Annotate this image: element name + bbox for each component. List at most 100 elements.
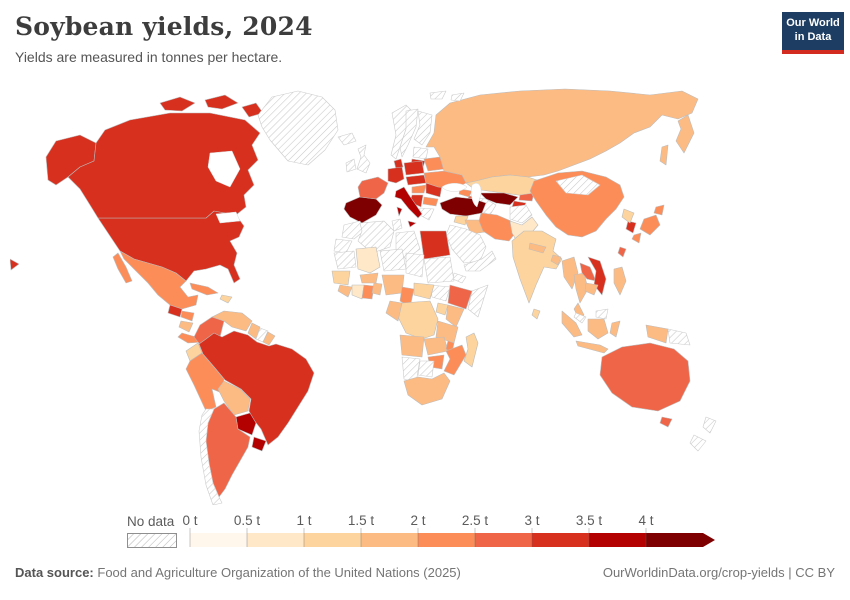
country-mexico[interactable] (119, 250, 199, 310)
country-finland[interactable] (413, 110, 433, 146)
country-canada[interactable] (204, 94, 239, 110)
country-senegal-guinea[interactable] (331, 270, 351, 286)
country-japan[interactable] (653, 204, 665, 216)
legend-bin-4t[interactable] (646, 533, 715, 547)
country-iceland[interactable] (337, 132, 357, 146)
country-hungary[interactable] (411, 184, 427, 194)
country-south-africa[interactable] (403, 372, 451, 406)
country-cote-divoire[interactable] (351, 284, 365, 300)
country-sierra-leone-liberia[interactable] (337, 284, 353, 298)
country-japan[interactable] (639, 214, 661, 236)
country-morocco[interactable] (341, 220, 365, 240)
country-dr-congo[interactable] (397, 300, 439, 340)
legend-bin-0t[interactable] (190, 533, 247, 547)
country-russia[interactable] (675, 114, 695, 154)
country-russia[interactable] (425, 88, 699, 184)
country-russia[interactable] (659, 144, 669, 166)
country-vietnam[interactable] (587, 256, 607, 296)
country-botswana[interactable] (417, 360, 435, 378)
country-spain-portugal[interactable] (343, 196, 383, 224)
country-cambodia[interactable] (584, 282, 599, 296)
country-italy[interactable] (394, 186, 423, 219)
country-poland[interactable] (403, 160, 425, 176)
country-indonesia[interactable] (561, 310, 583, 338)
country-taiwan[interactable] (617, 246, 627, 258)
legend-bin-0.5t[interactable] (247, 533, 304, 547)
country-north-korea[interactable] (621, 208, 635, 224)
country-french-guiana[interactable] (262, 331, 276, 346)
country-nepal[interactable] (528, 242, 547, 254)
country-chad[interactable] (405, 252, 425, 278)
country-afghanistan[interactable] (509, 204, 533, 224)
owid-logo[interactable]: Our World in Data (782, 12, 844, 54)
legend-bin-2t[interactable] (418, 533, 475, 547)
country-australia[interactable] (599, 342, 691, 412)
country-yemen-oman[interactable] (463, 250, 497, 272)
country-madagascar[interactable] (463, 332, 479, 368)
country-svalbard[interactable] (429, 90, 447, 100)
country-sweden[interactable] (399, 108, 419, 158)
country-papua-new-guinea[interactable] (667, 328, 691, 346)
country-syria[interactable] (453, 215, 469, 226)
country-indonesia[interactable] (645, 324, 669, 344)
country-laos[interactable] (579, 262, 597, 282)
legend-bin-1.5t[interactable] (361, 533, 418, 547)
country-china[interactable] (529, 170, 625, 238)
country-germany[interactable] (387, 166, 405, 184)
legend-bin-2.5t[interactable] (475, 533, 532, 547)
country-indonesia[interactable] (575, 340, 609, 354)
country-kenya[interactable] (445, 304, 465, 328)
country-italy[interactable] (396, 206, 403, 217)
world-map[interactable] (10, 85, 840, 505)
country-ireland[interactable] (345, 158, 357, 173)
country-nicaragua[interactable] (178, 320, 194, 333)
country-mexico[interactable] (112, 252, 133, 284)
country-egypt[interactable] (419, 230, 451, 260)
country-indonesia[interactable] (609, 320, 621, 338)
country-gabon-congo[interactable] (385, 300, 403, 322)
country-south-korea[interactable] (625, 220, 637, 234)
country-somalia[interactable] (467, 284, 489, 318)
country-australia[interactable] (659, 416, 673, 428)
country-algeria[interactable] (357, 220, 395, 254)
country-iran[interactable] (478, 212, 518, 242)
country-kyrgyzstan[interactable] (518, 192, 535, 202)
country-united-states[interactable] (10, 258, 20, 271)
country-central-african-republic[interactable] (413, 282, 435, 300)
country-united-kingdom[interactable] (356, 144, 371, 174)
country-japan[interactable] (631, 232, 642, 244)
country-honduras[interactable] (180, 310, 195, 322)
country-sri-lanka[interactable] (531, 308, 541, 320)
country-venezuela[interactable] (211, 310, 253, 332)
country-mongolia[interactable] (555, 174, 601, 196)
legend-bin-3t[interactable] (532, 533, 589, 547)
country-malaysia[interactable] (573, 312, 587, 324)
country-estonia-latvia[interactable] (412, 146, 429, 160)
country-austria-czechia[interactable] (405, 174, 427, 186)
country-guatemala[interactable] (167, 304, 183, 318)
country-hispaniola[interactable] (219, 294, 233, 304)
country-greenland[interactable] (257, 90, 339, 166)
country-niger[interactable] (379, 248, 407, 272)
country-nigeria[interactable] (381, 274, 405, 296)
country-indonesia[interactable] (587, 318, 609, 340)
country-new-zealand[interactable] (702, 416, 717, 434)
country-denmark[interactable] (393, 158, 404, 170)
country-italy[interactable] (407, 220, 417, 228)
country-zambia[interactable] (423, 336, 449, 356)
country-cuba[interactable] (189, 282, 219, 296)
country-india[interactable] (511, 230, 563, 304)
country-eritrea[interactable] (452, 272, 467, 284)
country-mali[interactable] (355, 246, 381, 274)
country-togo-benin[interactable] (371, 282, 383, 296)
country-ethiopia[interactable] (447, 284, 473, 310)
country-mozambique[interactable] (443, 344, 467, 376)
country-uganda[interactable] (435, 302, 449, 316)
country-ghana[interactable] (361, 284, 375, 300)
country-bolivia[interactable] (217, 380, 251, 416)
country-sudan[interactable] (423, 256, 455, 284)
country-brazil[interactable] (198, 330, 315, 446)
country-chile[interactable] (198, 408, 223, 505)
country-bangladesh[interactable] (550, 254, 562, 266)
country-western-sahara[interactable] (333, 238, 353, 254)
